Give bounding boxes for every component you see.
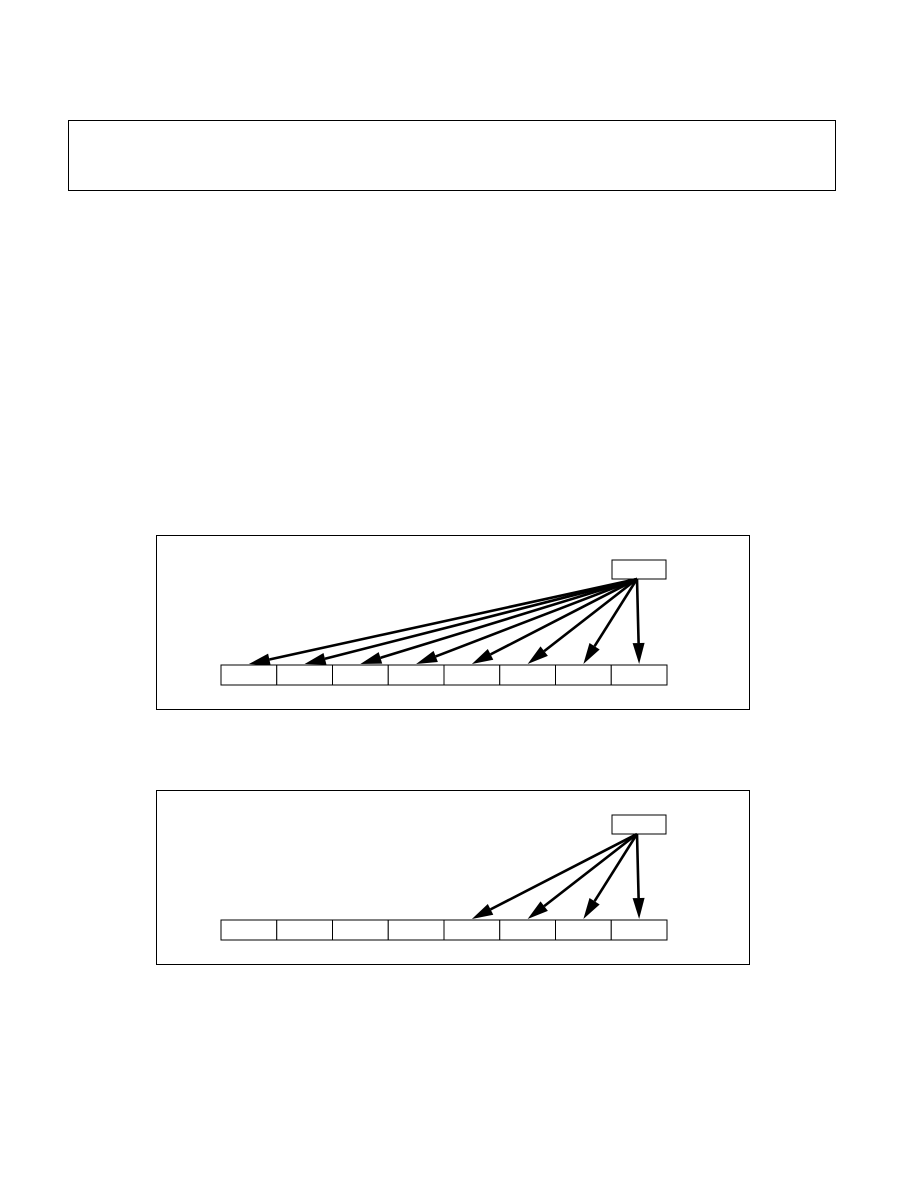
destination-cell bbox=[610, 919, 668, 941]
broadcast-arrow bbox=[471, 577, 638, 664]
broadcast-arrow bbox=[360, 577, 638, 664]
broadcast-arrow bbox=[304, 577, 638, 665]
broadcast-diagram-all-cells bbox=[156, 535, 750, 710]
destination-cell bbox=[332, 919, 389, 941]
broadcast-diagram-partial-cells bbox=[156, 790, 750, 965]
destination-cell bbox=[276, 664, 333, 686]
diagram-canvas bbox=[220, 559, 668, 686]
source-register-box bbox=[611, 559, 667, 580]
destination-cell bbox=[555, 664, 612, 686]
destination-cell bbox=[387, 664, 445, 686]
broadcast-arrow bbox=[248, 577, 638, 666]
diagram-canvas bbox=[220, 814, 668, 941]
destination-cell bbox=[387, 919, 445, 941]
destination-cell bbox=[332, 664, 389, 686]
destination-cell bbox=[610, 664, 668, 686]
destination-cell bbox=[220, 919, 278, 941]
broadcast-arrow bbox=[471, 832, 638, 919]
broadcast-arrow bbox=[527, 577, 638, 664]
broadcast-arrow bbox=[583, 578, 639, 664]
broadcast-arrow bbox=[583, 833, 639, 919]
page-header-box bbox=[68, 120, 836, 191]
destination-cell bbox=[276, 919, 333, 941]
destination-cell bbox=[499, 919, 556, 941]
destination-cell bbox=[220, 664, 278, 686]
destination-cell bbox=[443, 919, 501, 941]
broadcast-arrow bbox=[632, 578, 645, 664]
broadcast-arrow bbox=[416, 577, 638, 664]
destination-cell bbox=[443, 664, 501, 686]
broadcast-arrow bbox=[632, 833, 645, 919]
source-register-box bbox=[611, 814, 667, 835]
broadcast-arrow bbox=[527, 832, 638, 919]
destination-cell bbox=[499, 664, 556, 686]
destination-cell bbox=[555, 919, 612, 941]
